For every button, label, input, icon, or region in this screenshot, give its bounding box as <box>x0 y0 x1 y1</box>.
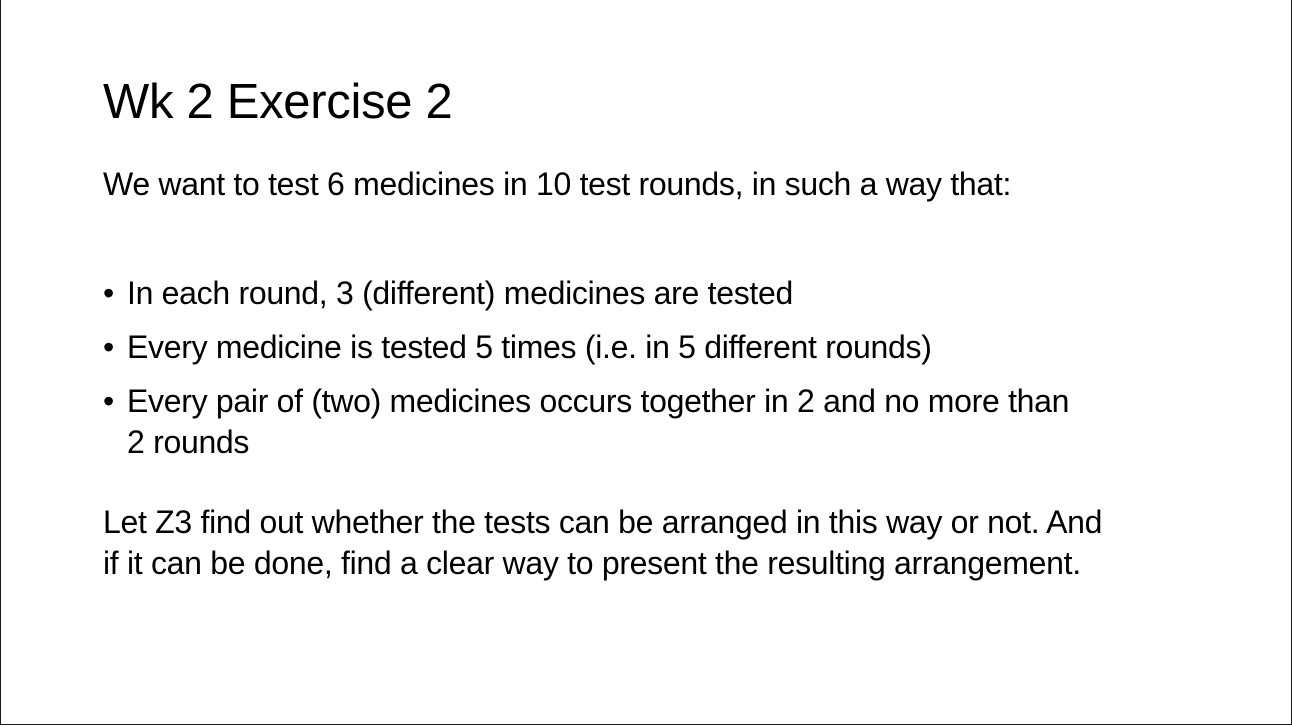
list-item: • In each round, 3 (different) medicines… <box>103 273 1083 314</box>
bullet-icon: • <box>103 383 114 419</box>
list-item-text: Every medicine is tested 5 times (i.e. i… <box>127 329 932 365</box>
list-item-text: In each round, 3 (different) medicines a… <box>127 275 793 311</box>
bullet-icon: • <box>103 275 114 311</box>
intro-paragraph: We want to test 6 medicines in 10 test r… <box>103 166 1012 202</box>
slide-title: Wk 2 Exercise 2 <box>103 75 453 129</box>
requirements-list: • In each round, 3 (different) medicines… <box>103 273 1083 476</box>
list-item: • Every medicine is tested 5 times (i.e.… <box>103 327 1083 368</box>
list-item: • Every pair of (two) medicines occurs t… <box>103 381 1083 463</box>
list-item-text: Every pair of (two) medicines occurs tog… <box>127 383 1070 460</box>
outro-paragraph: Let Z3 find out whether the tests can be… <box>103 504 1103 581</box>
bullet-icon: • <box>103 329 114 365</box>
